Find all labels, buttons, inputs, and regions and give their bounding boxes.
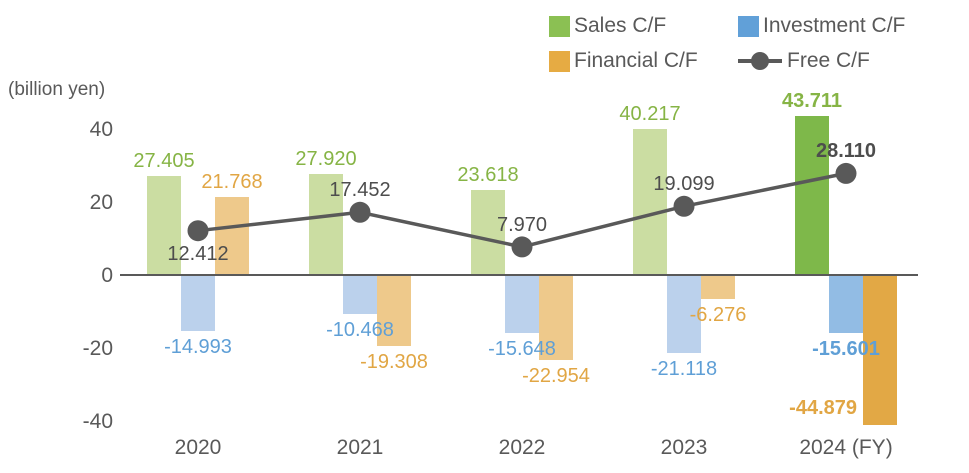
legend-label: Financial C/F	[574, 49, 698, 72]
value-label-investment-c-f-2022: -15.648	[488, 338, 556, 361]
legend-swatch-icon	[549, 50, 570, 72]
legend-swatch-icon	[549, 15, 570, 37]
value-label-free-c-f-2024: 28.110	[815, 140, 877, 163]
y-axis-unit-label: (billion yen)	[8, 79, 106, 100]
value-label-sales-c-f-2023: 40.217	[619, 103, 681, 126]
year-label-2022: 2022	[498, 436, 546, 459]
legend-item-investment-c-f: Investment C/F	[738, 14, 906, 37]
value-label-financial-c-f-2021: -19.308	[360, 351, 428, 374]
bar-investment-c-f-2021	[343, 276, 377, 315]
legend-swatch-icon	[738, 15, 759, 37]
legend-item-sales-c-f: Sales C/F	[549, 14, 738, 37]
plot-clip-region	[120, 105, 918, 425]
legend-label: Investment C/F	[763, 14, 906, 37]
year-label-2021: 2021	[336, 436, 384, 459]
value-label-free-c-f-2023: 19.099	[653, 173, 715, 196]
bar-financial-c-f-2021	[377, 276, 411, 347]
value-label-investment-c-f-2021: -10.468	[326, 319, 394, 342]
legend-item-financial-c-f: Financial C/F	[549, 49, 738, 72]
value-label-sales-c-f-2020: 27.405	[133, 149, 195, 172]
year-label-2023: 2023	[660, 436, 708, 459]
value-label-financial-c-f-2023: -6.276	[689, 303, 747, 326]
bar-sales-c-f-2023	[633, 129, 667, 276]
legend-label: Free C/F	[787, 49, 870, 72]
legend-item-free-c-f: Free C/F	[738, 49, 905, 72]
ytick--40: -40	[82, 410, 113, 433]
value-label-free-c-f-2022: 7.970	[496, 213, 548, 236]
value-label-investment-c-f-2024: -15.601	[812, 337, 880, 360]
value-label-sales-c-f-2022: 23.618	[457, 163, 519, 186]
value-label-sales-c-f-2021: 27.920	[295, 148, 357, 171]
bar-investment-c-f-2020	[181, 276, 215, 331]
value-label-free-c-f-2021: 17.452	[329, 179, 391, 202]
bar-investment-c-f-2024	[829, 276, 863, 333]
value-label-financial-c-f-2022: -22.954	[522, 364, 590, 387]
year-label-2020: 2020	[174, 436, 222, 459]
legend-label: Sales C/F	[574, 14, 667, 37]
bar-investment-c-f-2023	[667, 276, 701, 354]
line-dot-marker-icon	[738, 52, 782, 70]
chart-legend: Sales C/F Investment C/F Financial C/F Free…	[549, 14, 906, 72]
bar-sales-c-f-2020	[147, 175, 181, 276]
ytick--20: -20	[82, 337, 113, 360]
ytick-20: 20	[89, 191, 113, 214]
bar-investment-c-f-2022	[505, 276, 539, 334]
bar-financial-c-f-2022	[539, 276, 573, 360]
value-label-free-c-f-2020: 12.412	[167, 242, 229, 265]
bar-financial-c-f-2023	[701, 276, 735, 299]
zero-axis-line	[120, 274, 918, 276]
value-label-financial-c-f-2020: 21.768	[201, 170, 263, 193]
bar-financial-c-f-2024	[863, 276, 897, 425]
value-label-investment-c-f-2023: -21.118	[650, 358, 718, 381]
year-label-2024-FY-: 2024 (FY)	[799, 436, 893, 459]
value-label-investment-c-f-2020: -14.993	[164, 335, 232, 358]
ytick-40: 40	[89, 118, 113, 141]
value-label-financial-c-f-2024: -44.879	[789, 397, 857, 419]
ytick-0: 0	[101, 264, 113, 287]
value-label-sales-c-f-2024: 43.711	[781, 90, 843, 113]
